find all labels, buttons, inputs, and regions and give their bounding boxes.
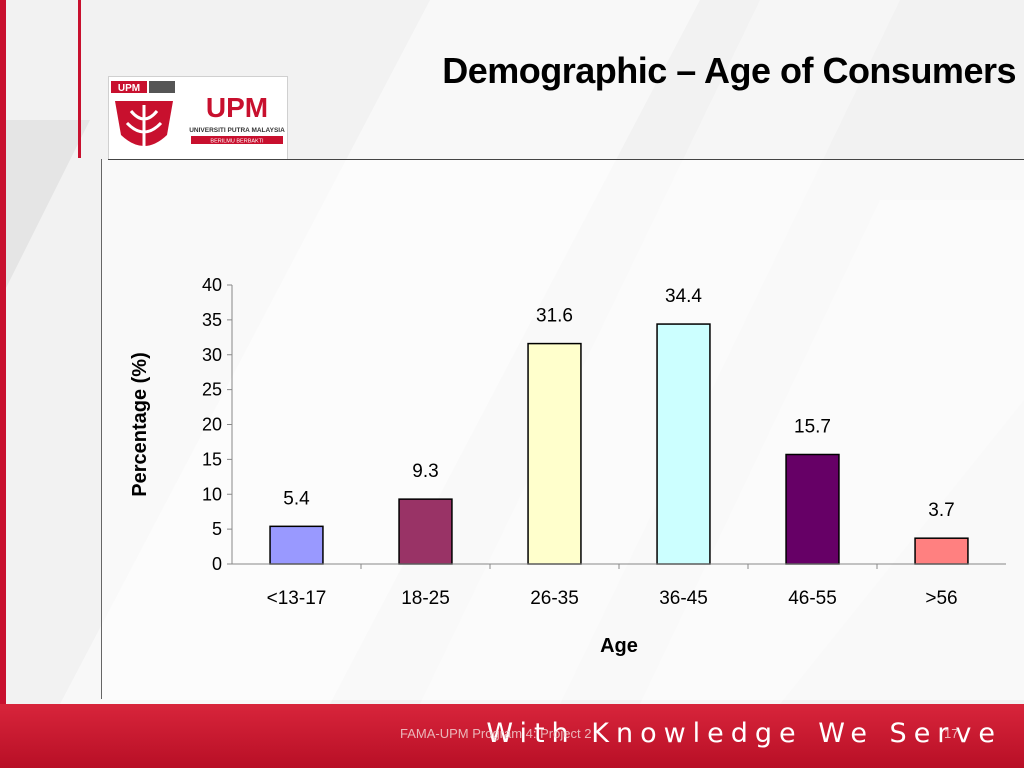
footer-slogan: With Knowledge We Serve [486, 718, 1002, 749]
left-accent-bar [0, 0, 6, 768]
x-axis-ticks: <13-17 18-25 26-35 36-45 46-55 >56 [267, 564, 958, 609]
logo-badge-text: UPM [118, 83, 140, 94]
bar-3 [656, 323, 711, 565]
x-tick-label: 36-45 [659, 588, 708, 609]
bar-value-label: 15.7 [794, 416, 831, 437]
y-tick-label: 0 [212, 554, 222, 574]
y-tick-label: 5 [212, 519, 222, 539]
bar-data-labels: 5.4 9.3 31.6 34.4 15.7 3.7 [283, 286, 954, 521]
upm-logo: UPM UPM UNIVERSITI PUTRA MALAYSIA BERILM… [108, 76, 288, 160]
bars [269, 323, 969, 565]
bar-chart: 0 5 10 15 20 25 30 35 40 5.4 9.3 31.6 34.4 15.7 3.7 <… [129, 275, 1006, 657]
bar-value-label: 34.4 [665, 286, 702, 307]
footer-program: FAMA-UPM Program 4: Project 2 [400, 726, 592, 741]
slide-title: Demographic – Age of Consumers [442, 50, 1016, 91]
y-tick-label: 10 [202, 484, 222, 504]
bar-value-label: 5.4 [283, 488, 310, 509]
upm-crest-icon: UPM UPM UNIVERSITI PUTRA MALAYSIA BERILM… [111, 81, 285, 149]
x-axis-label: Age [600, 635, 638, 657]
y-tick-label: 30 [202, 345, 222, 365]
bar-value-label: 3.7 [928, 500, 954, 521]
bar-4 [785, 453, 840, 565]
x-tick-label: 26-35 [530, 588, 579, 609]
bar-0 [269, 525, 324, 565]
y-axis-label: Percentage (%) [129, 352, 151, 497]
bar-value-label: 9.3 [412, 461, 438, 482]
y-axis-ticks: 0 5 10 15 20 25 30 35 40 [202, 275, 232, 574]
y-tick-label: 40 [202, 275, 222, 295]
top-accent-line [78, 0, 81, 158]
content-left-rule [101, 159, 102, 699]
bar-2 [527, 342, 582, 565]
title-divider [108, 159, 1024, 160]
y-tick-label: 35 [202, 310, 222, 330]
logo-university-name: UNIVERSITI PUTRA MALAYSIA [189, 127, 285, 134]
logo-wordmark: UPM [206, 92, 268, 123]
y-tick-label: 25 [202, 380, 222, 400]
bar-value-label: 31.6 [536, 306, 573, 327]
x-tick-label: 46-55 [788, 588, 837, 609]
x-tick-label: 18-25 [401, 588, 450, 609]
page-number: 17 [944, 726, 959, 741]
y-tick-label: 20 [202, 415, 222, 435]
bar-1 [398, 498, 453, 565]
footer-band [0, 704, 1024, 768]
bar-5 [914, 537, 969, 565]
logo-motto: BERILMU BERBAKTI [210, 139, 264, 145]
x-tick-label: <13-17 [267, 588, 327, 609]
x-tick-label: >56 [925, 588, 957, 609]
y-tick-label: 15 [202, 449, 222, 469]
